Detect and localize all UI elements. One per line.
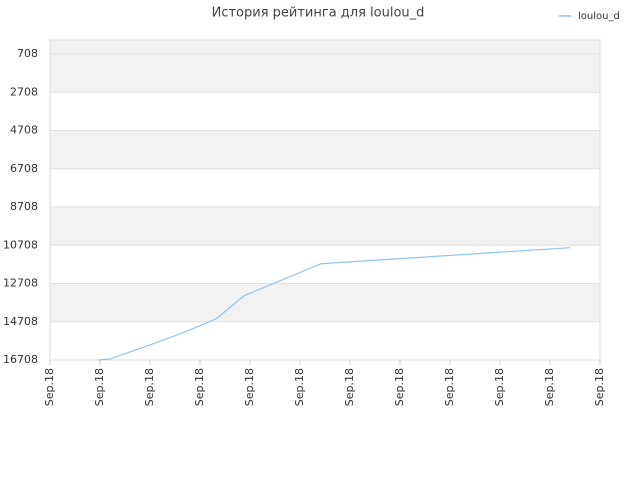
- x-tick-label: Sep.18: [93, 368, 106, 406]
- band: [50, 54, 600, 93]
- x-tick-label: Sep.18: [343, 368, 356, 406]
- band: [50, 207, 600, 246]
- y-tick-label: 6708: [10, 162, 38, 175]
- band: [50, 283, 600, 322]
- x-tick-label: Sep.18: [493, 368, 506, 406]
- x-tick-label: Sep.18: [43, 368, 56, 406]
- x-tick-label: Sep.18: [393, 368, 406, 406]
- y-tick-label: 708: [17, 47, 38, 60]
- y-tick-label: 14708: [3, 315, 38, 328]
- line: [97, 247, 571, 361]
- y-tick-label: 4708: [10, 124, 38, 137]
- y-tick-label: 8708: [10, 200, 38, 213]
- x-tick-label: Sep.18: [293, 368, 306, 406]
- band: [50, 130, 600, 169]
- band: [50, 40, 600, 55]
- y-tick-label: 2708: [10, 85, 38, 98]
- x-tick-label: Sep.18: [143, 368, 156, 406]
- chart-title: История рейтинга для loulou_d: [212, 6, 425, 21]
- y-tick-label: 12708: [3, 277, 38, 290]
- x-tick-label: Sep.18: [193, 368, 206, 406]
- x-tick-label: Sep.18: [593, 368, 606, 406]
- y-tick-label: 16708: [3, 353, 38, 366]
- x-tick-label: Sep.18: [443, 368, 456, 406]
- plot-border: [49, 39, 601, 361]
- x-tick-label: Sep.18: [543, 368, 556, 406]
- y-tick-label: 10708: [3, 238, 38, 251]
- x-tick-label: Sep.18: [243, 368, 256, 406]
- legend-label: loulou_d: [578, 11, 620, 22]
